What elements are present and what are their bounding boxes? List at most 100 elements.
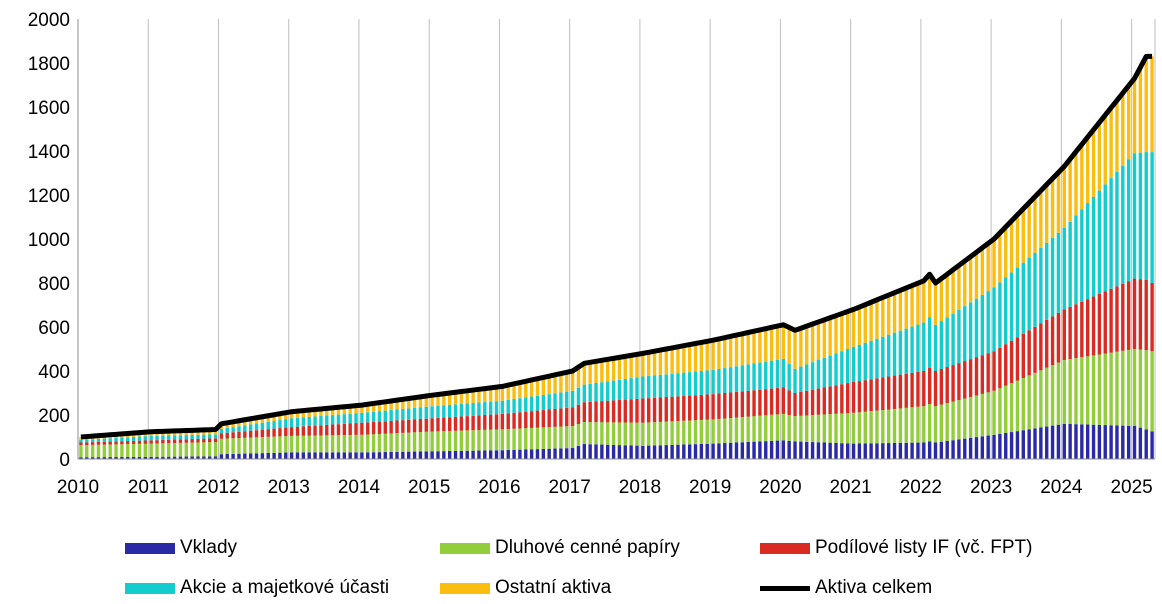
bar-vklady <box>670 444 674 459</box>
bar-ostatni <box>395 400 399 410</box>
bar-podilove <box>126 441 130 445</box>
bar-akcie <box>167 435 171 440</box>
bar-akcie <box>717 368 721 394</box>
y-tick-600: 600 <box>38 318 70 339</box>
bar-ostatni <box>1126 85 1131 160</box>
bar-dluhove <box>998 388 1002 434</box>
bar-vklady <box>342 452 347 459</box>
bar-podilove <box>799 391 803 416</box>
bar-podilove <box>1080 301 1084 358</box>
bar-dluhove <box>1027 375 1031 430</box>
bar-dluhove <box>313 435 317 453</box>
bar-vklady <box>1126 425 1131 459</box>
bar-dluhove <box>319 435 323 453</box>
bar-vklady <box>553 448 557 459</box>
bar-podilove <box>1009 340 1014 384</box>
bar-akcie <box>916 324 920 372</box>
bar-akcie <box>576 387 581 405</box>
bar-dluhove <box>693 420 698 445</box>
bar-akcie <box>1074 215 1078 305</box>
bar-akcie <box>524 397 528 412</box>
bar-dluhove <box>904 407 908 443</box>
bar-vklady <box>161 456 165 459</box>
bar-ostatni <box>559 373 563 393</box>
bar-vklady <box>851 443 856 459</box>
bar-podilove <box>957 363 961 401</box>
bar-podilove <box>1109 288 1113 353</box>
bar-dluhove <box>96 444 101 458</box>
bar-ostatni <box>336 407 341 415</box>
bar-podilove <box>857 381 862 413</box>
bar-dluhove <box>629 422 633 446</box>
bar-podilove <box>149 440 153 444</box>
bar-akcie <box>980 294 985 356</box>
bar-vklady <box>96 457 101 459</box>
bar-akcie <box>769 360 774 389</box>
bar-ostatni <box>734 335 739 367</box>
bar-ostatni <box>237 420 241 427</box>
bar-vklady <box>436 451 440 459</box>
bar-dluhove <box>565 426 569 449</box>
bar-akcie <box>992 287 996 352</box>
bar-podilove <box>500 413 505 430</box>
bar-podilove <box>336 424 341 436</box>
bar-akcie <box>963 306 967 362</box>
bar-vklady <box>764 441 768 460</box>
bar-podilove <box>600 401 604 423</box>
bar-ostatni <box>881 297 885 337</box>
bar-akcie <box>658 374 663 398</box>
bar-akcie <box>1126 159 1131 282</box>
bar-podilove <box>120 441 124 445</box>
bar-akcie <box>442 405 446 418</box>
bar-akcie <box>594 383 598 402</box>
bar-dluhove <box>670 421 674 445</box>
bar-podilove <box>904 373 908 408</box>
bar-akcie <box>758 362 762 390</box>
bar-podilove <box>927 367 932 404</box>
bar-ostatni <box>834 315 838 354</box>
bar-akcie <box>237 426 241 432</box>
bar-podilove <box>892 375 897 409</box>
bar-podilove <box>1138 279 1143 350</box>
bar-vklady <box>910 442 914 459</box>
bar-vklady <box>1115 425 1119 459</box>
bar-podilove <box>711 394 715 420</box>
bar-podilove <box>167 439 171 444</box>
bar-podilove <box>96 441 101 445</box>
bar-podilove <box>172 439 177 444</box>
bar-podilove <box>1045 319 1049 368</box>
bar-vklady <box>676 444 680 459</box>
bar-akcie <box>927 317 932 368</box>
bar-ostatni <box>1080 144 1084 210</box>
bar-dluhove <box>840 413 844 444</box>
bar-podilove <box>816 388 821 415</box>
bar-podilove <box>764 389 768 416</box>
bar-dluhove <box>606 422 610 445</box>
bar-podilove <box>611 400 616 423</box>
bar-podilove <box>846 383 850 414</box>
y-tick-200: 200 <box>38 406 70 427</box>
bar-akcie <box>248 424 253 431</box>
bar-dluhove <box>459 430 464 451</box>
bar-akcie <box>693 371 698 396</box>
bar-akcie <box>184 435 188 440</box>
bar-vklady <box>787 440 791 459</box>
bar-podilove <box>213 438 218 443</box>
bar-dluhove <box>219 438 224 455</box>
bar-vklady <box>401 451 405 459</box>
bar-vklady <box>102 457 107 459</box>
bar-vklady <box>635 445 639 459</box>
bar-vklady <box>734 442 739 459</box>
bar-ostatni <box>348 406 352 414</box>
bar-podilove <box>886 376 891 410</box>
bar-vklady <box>120 456 124 459</box>
bar-vklady <box>453 450 458 459</box>
bar-podilove <box>682 395 686 421</box>
bar-vklady <box>623 445 627 459</box>
bar-vklady <box>1045 426 1049 459</box>
bar-dluhove <box>1074 358 1078 425</box>
bar-ostatni <box>412 397 417 408</box>
bar-akcie <box>933 324 938 371</box>
bar-podilove <box>998 347 1002 389</box>
legend-label-ostatni: Ostatní aktiva <box>495 577 612 598</box>
